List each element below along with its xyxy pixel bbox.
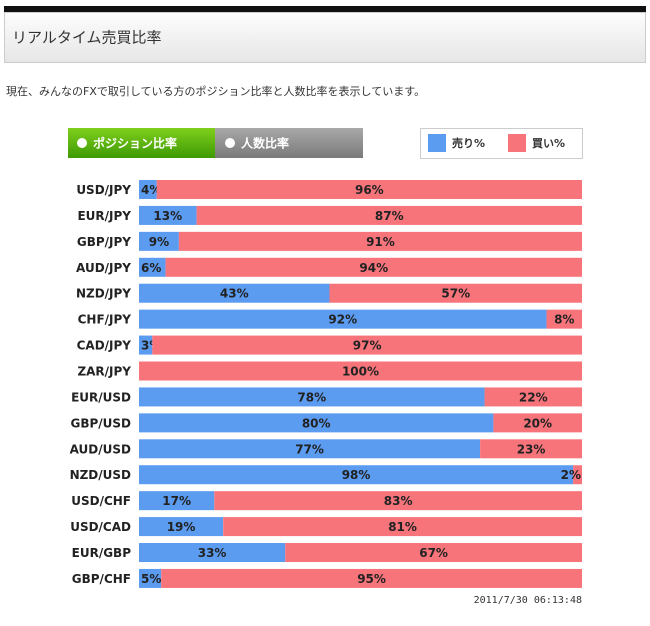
header: [4, 12, 646, 63]
value-label: 19%: [167, 520, 196, 534]
bar-segment: [223, 517, 583, 537]
value-label: 5%: [141, 572, 161, 586]
value-label: 78%: [297, 390, 326, 404]
value-label: 77%: [295, 442, 324, 456]
bar-segment: [152, 335, 583, 355]
bar-segment: [139, 387, 485, 407]
category-label: AUD/USD: [70, 442, 131, 456]
value-label: 8%: [554, 313, 574, 327]
category-label: GBP/JPY: [77, 235, 131, 249]
category-label: USD/JPY: [76, 183, 131, 197]
category-label: CHF/JPY: [78, 313, 132, 327]
value-label: 97%: [353, 339, 382, 353]
value-label: 91%: [366, 235, 395, 249]
value-label: 22%: [519, 390, 548, 404]
legend-swatch: [428, 134, 446, 152]
bar-segment: [139, 283, 330, 303]
bar-segment: [139, 335, 153, 355]
value-label: 95%: [357, 572, 386, 586]
category-label: GBP/USD: [70, 416, 131, 430]
bar-segment: [573, 465, 582, 485]
bar-segment: [139, 491, 215, 511]
value-label: 83%: [384, 494, 413, 508]
bar-segment: [139, 517, 224, 537]
legend-label: 売り%: [452, 136, 485, 150]
value-label: 6%: [141, 261, 161, 275]
bar-segment: [214, 491, 582, 511]
legend-label: 買い%: [532, 137, 565, 150]
header-bar: [4, 6, 646, 13]
value-label: 17%: [162, 494, 191, 508]
category-label: NZD/JPY: [76, 287, 131, 301]
value-label: 80%: [302, 416, 331, 430]
bar-segment: [196, 205, 582, 225]
bar-segment: [139, 309, 547, 329]
tab-icon: [225, 138, 235, 148]
bar-segment: [139, 231, 179, 251]
category-label: AUD/JPY: [76, 261, 131, 275]
bar-segment: [178, 231, 582, 251]
category-label: NZD/USD: [70, 468, 131, 482]
value-label: 81%: [388, 520, 417, 534]
legend-swatch: [508, 134, 526, 152]
bar-segment: [139, 257, 166, 277]
bar-segment: [546, 309, 582, 329]
value-label: 98%: [342, 468, 371, 482]
value-label: 67%: [419, 546, 448, 560]
value-label: 33%: [198, 546, 227, 560]
category-label: EUR/JPY: [77, 209, 131, 223]
value-label: 4%: [141, 183, 161, 197]
tab[interactable]: [215, 128, 363, 158]
value-label: 100%: [342, 365, 379, 379]
bar-segment: [139, 413, 494, 433]
bar-segment: [156, 180, 582, 199]
value-label: 2%: [561, 468, 581, 482]
bar-segment: [161, 568, 582, 588]
tab-active[interactable]: [68, 128, 215, 158]
bar-segment: [139, 568, 162, 588]
bar-segment: [484, 387, 582, 407]
value-label: 87%: [375, 209, 404, 223]
value-label: 92%: [328, 313, 357, 327]
category-label: USD/CHF: [71, 494, 131, 508]
bar-segment: [493, 413, 582, 433]
timestamp: 2011/7/30 06:13:48: [474, 595, 582, 606]
bar-segment: [139, 439, 481, 459]
value-label: 57%: [441, 287, 470, 301]
bar-segment: [285, 543, 582, 563]
value-label: 20%: [523, 416, 552, 430]
bar-segment: [139, 205, 197, 225]
bar-segment: [139, 543, 286, 563]
bar-segment: [329, 283, 582, 303]
bar-segment: [139, 361, 582, 381]
bar-segment: [480, 439, 582, 459]
tab-icon: [77, 138, 87, 148]
category-label: USD/CAD: [70, 520, 131, 534]
value-label: 23%: [517, 442, 546, 456]
tab-label[interactable]: 人数比率: [241, 136, 289, 151]
category-label: GBP/CHF: [72, 572, 131, 586]
value-label: 94%: [359, 261, 388, 275]
bar-segment: [139, 180, 157, 199]
description: 現在、みんなのFXで取引している方のポジション比率と人数比率を表示しています。: [6, 84, 425, 98]
category-label: ZAR/JPY: [77, 365, 131, 379]
bar-segment: [139, 465, 574, 485]
value-label: 13%: [153, 209, 182, 223]
value-label: 43%: [220, 287, 249, 301]
page-title: リアルタイム売買比率: [12, 29, 162, 47]
value-label: 9%: [149, 235, 169, 249]
value-label: 96%: [355, 183, 384, 197]
category-label: EUR/GBP: [72, 546, 132, 560]
category-label: CAD/JPY: [77, 339, 132, 353]
tab-label[interactable]: ポジション比率: [93, 136, 177, 151]
legend: [420, 128, 583, 159]
category-label: EUR/USD: [71, 390, 131, 404]
bar-segment: [165, 257, 582, 277]
